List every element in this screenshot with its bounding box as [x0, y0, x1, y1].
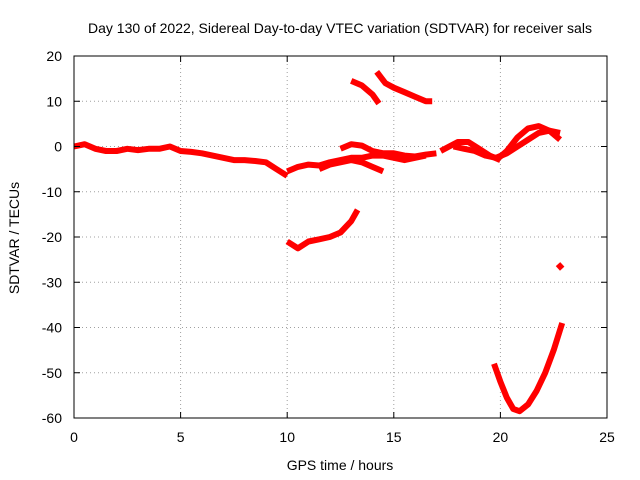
series-arc-11 — [491, 322, 566, 415]
y-tick-label: -50 — [42, 365, 62, 381]
y-tick-label: -20 — [42, 229, 62, 245]
y-tick-label: 0 — [54, 139, 62, 155]
x-tick-label: 25 — [599, 429, 615, 445]
x-axis-label: GPS time / hours — [287, 457, 394, 473]
y-tick-label: 20 — [46, 48, 62, 64]
series-arc-3 — [339, 141, 437, 160]
grid — [74, 56, 607, 418]
x-tick-label: 10 — [279, 429, 295, 445]
y-tick-label: -30 — [42, 274, 62, 290]
y-tick-label: -10 — [42, 184, 62, 200]
y-tick-label: 10 — [46, 93, 62, 109]
series-arc-10 — [494, 123, 563, 163]
series-arc-7 — [374, 69, 433, 105]
y-tick-label: -60 — [42, 410, 62, 426]
chart-title: Day 130 of 2022, Sidereal Day-to-day VTE… — [88, 20, 592, 36]
y-axis-label: SDTVAR / TECUs — [6, 182, 22, 294]
axis-ticks: 0 5 10 15 20 25 20 10 0 -10 -20 -30 -40 -50 -60 — [42, 48, 615, 445]
x-tick-label: 15 — [386, 429, 402, 445]
series-arc-1 — [73, 141, 289, 179]
series-arc-2 — [286, 152, 427, 175]
series-arc-4 — [318, 157, 385, 175]
x-tick-label: 20 — [493, 429, 509, 445]
series-arc-6 — [350, 78, 382, 106]
plot-frame — [73, 55, 608, 419]
series-arc-12 — [555, 262, 565, 271]
series-arc-5 — [285, 208, 361, 252]
y-tick-label: -40 — [42, 320, 62, 336]
x-tick-label: 0 — [70, 429, 78, 445]
data-series — [73, 69, 566, 415]
x-tick-label: 5 — [177, 429, 185, 445]
